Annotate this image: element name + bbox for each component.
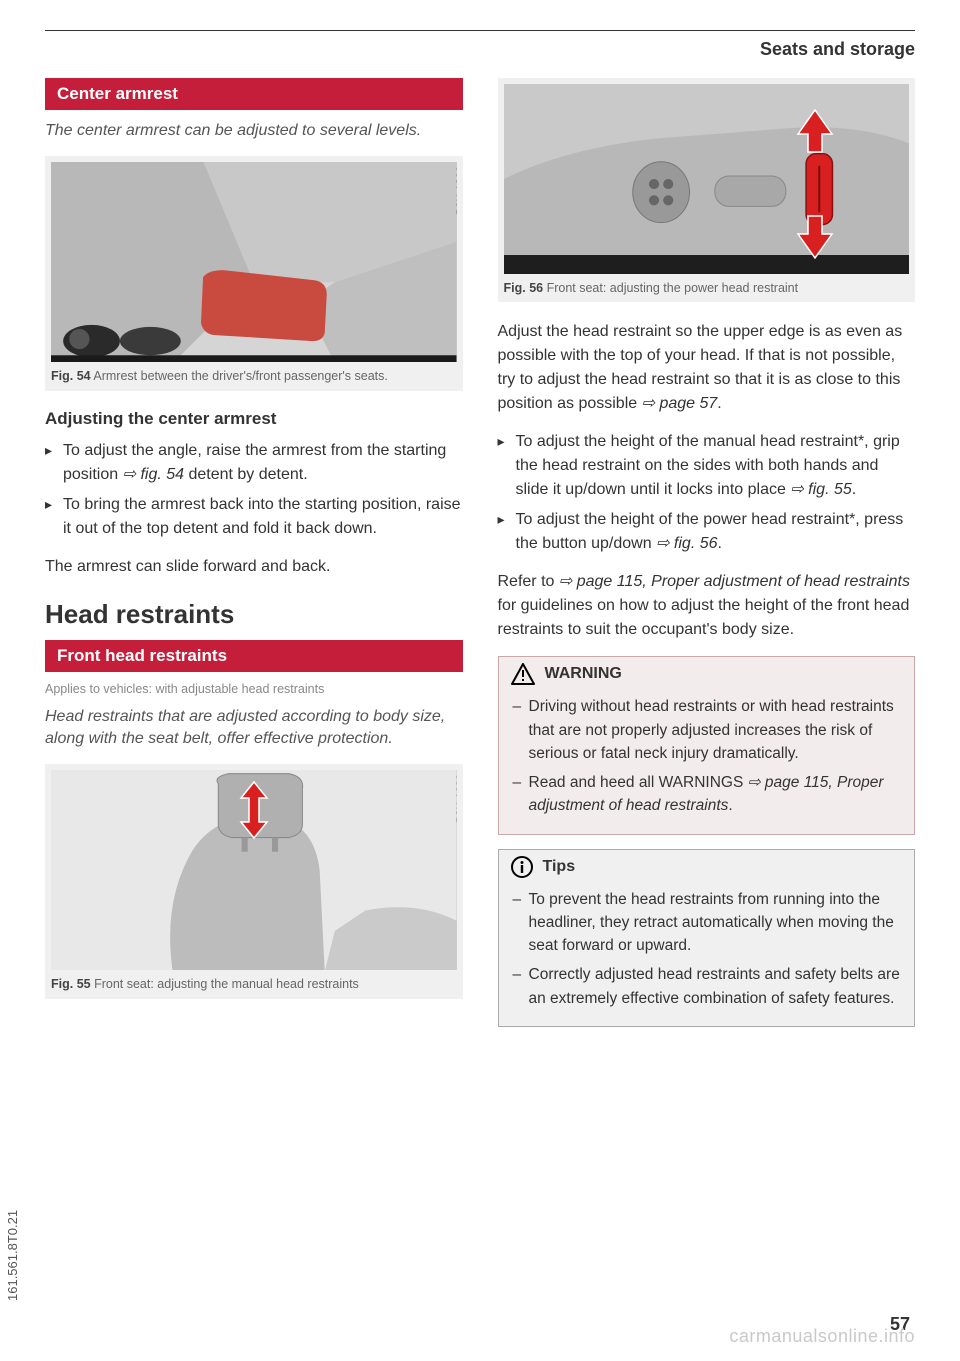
list-item: To bring the armrest back into the start…	[45, 493, 463, 541]
warning-head: WARNING	[499, 657, 915, 691]
ref-page115: ⇨ page 115, Proper adjustment of head re…	[559, 573, 910, 590]
figure-56: B8F-0227 Fig. 56 Front seat: adjusting t…	[498, 78, 916, 302]
tips-body: To prevent the head restraints from runn…	[499, 884, 915, 1026]
figure-55-caption-text: Front seat: adjusting the manual head re…	[94, 977, 359, 991]
tips-title: Tips	[543, 858, 576, 876]
warning-title: WARNING	[545, 665, 622, 683]
armrest-slide-note: The armrest can slide forward and back.	[45, 555, 463, 579]
side-document-code: 161.561.8T0.21	[5, 1210, 20, 1301]
armrest-steps: To adjust the angle, raise the armrest f…	[45, 439, 463, 541]
tips-head: Tips	[499, 850, 915, 884]
figure-54-code: B8K-1800	[455, 166, 457, 215]
adjust-paragraph: Adjust the head restraint so the upper e…	[498, 320, 916, 416]
list-item: To adjust the angle, raise the armrest f…	[45, 439, 463, 487]
figure-54-image: B8K-1800	[51, 162, 457, 362]
figure-54: B8K-1800 Fig. 54 Armrest between the dri…	[45, 156, 463, 390]
warning-triangle-icon	[511, 663, 535, 685]
warning-item: Driving without head restraints or with …	[513, 695, 901, 765]
info-circle-icon	[511, 856, 533, 878]
figure-54-num: Fig. 54	[51, 369, 91, 383]
subhead-adjusting-armrest: Adjusting the center armrest	[45, 409, 463, 429]
figure-56-caption: Fig. 56 Front seat: adjusting the power …	[504, 274, 910, 296]
figure-55-image: B8K-1690	[51, 770, 457, 970]
banner-front-head-restraints: Front head restraints	[45, 640, 463, 672]
adjust-steps: To adjust the height of the manual head …	[498, 430, 916, 556]
intro-armrest: The center armrest can be adjusted to se…	[45, 120, 463, 142]
warning-body: Driving without head restraints or with …	[499, 691, 915, 833]
figure-55-code: B8K-1690	[455, 774, 457, 823]
two-column-layout: Center armrest The center armrest can be…	[45, 78, 915, 1041]
figure-56-image: B8F-0227	[504, 84, 910, 274]
left-column: Center armrest The center armrest can be…	[45, 78, 463, 1041]
ref-page57: ⇨ page 57	[642, 395, 718, 412]
refer-paragraph: Refer to ⇨ page 115, Proper adjustment o…	[498, 570, 916, 642]
figure-54-caption: Fig. 54 Armrest between the driver's/fro…	[51, 362, 457, 384]
ref-fig54: ⇨ fig. 54	[123, 466, 184, 483]
figure-55: B8K-1690 Fig. 55 Front seat: adjusting t…	[45, 764, 463, 998]
ref-fig55: ⇨ fig. 55	[790, 481, 851, 498]
tip-item: To prevent the head restraints from runn…	[513, 888, 901, 958]
figure-55-caption: Fig. 55 Front seat: adjusting the manual…	[51, 970, 457, 992]
arrow-up-down-icon	[229, 780, 279, 840]
tips-callout: Tips To prevent the head restraints from…	[498, 849, 916, 1027]
list-item: To adjust the height of the power head r…	[498, 508, 916, 556]
intro-head-restraints: Head restraints that are adjusted accord…	[45, 706, 463, 751]
arrow-down-icon	[790, 212, 840, 262]
banner-center-armrest: Center armrest	[45, 78, 463, 110]
figure-56-code: B8F-0227	[907, 88, 909, 136]
warning-callout: WARNING Driving without head restraints …	[498, 656, 916, 834]
figure-56-num: Fig. 56	[504, 281, 544, 295]
warning-item: Read and heed all WARNINGS ⇨ page 115, P…	[513, 771, 901, 818]
watermark: carmanualsonline.info	[729, 1326, 915, 1347]
applies-note: Applies to vehicles: with adjustable hea…	[45, 682, 463, 696]
figure-56-caption-text: Front seat: adjusting the power head res…	[547, 281, 799, 295]
page-section-title: Seats and storage	[45, 39, 915, 60]
arrow-up-icon	[790, 106, 840, 156]
header-rule	[45, 30, 915, 31]
list-item: To adjust the height of the manual head …	[498, 430, 916, 502]
right-column: B8F-0227 Fig. 56 Front seat: adjusting t…	[498, 78, 916, 1041]
tip-item: Correctly adjusted head restraints and s…	[513, 963, 901, 1010]
figure-54-caption-text: Armrest between the driver's/front passe…	[93, 369, 388, 383]
ref-fig56: ⇨ fig. 56	[656, 535, 717, 552]
section-head-restraints: Head restraints	[45, 599, 463, 630]
figure-55-num: Fig. 55	[51, 977, 91, 991]
